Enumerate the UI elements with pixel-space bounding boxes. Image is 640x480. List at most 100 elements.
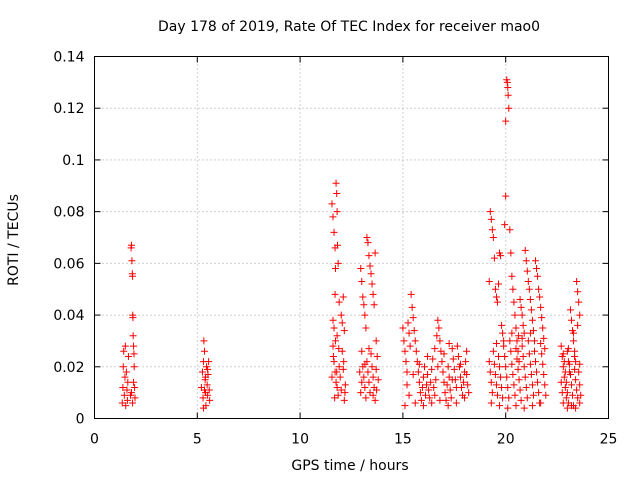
y-axis-label: ROTI / TECUs <box>6 194 22 286</box>
data-point <box>366 262 374 270</box>
y-tick-label: 0.1 <box>62 153 84 169</box>
data-point <box>536 293 544 301</box>
data-point <box>507 249 515 257</box>
y-tick-label: 0.02 <box>53 360 84 376</box>
data-point <box>486 208 494 216</box>
data-point <box>516 296 524 304</box>
x-tick-label: 15 <box>394 432 412 448</box>
data-point <box>526 329 534 337</box>
data-point <box>503 373 511 381</box>
data-point <box>333 332 341 340</box>
data-point <box>572 376 580 384</box>
data-point <box>365 252 373 260</box>
data-point <box>525 350 533 358</box>
data-point <box>358 277 366 285</box>
data-point <box>439 368 447 376</box>
data-point <box>129 272 137 280</box>
data-point <box>415 360 423 368</box>
data-point <box>360 373 368 381</box>
data-point <box>539 324 547 332</box>
data-point <box>119 383 127 391</box>
data-point <box>444 363 452 371</box>
data-point <box>487 215 495 223</box>
data-point <box>124 352 132 360</box>
data-point <box>329 316 337 324</box>
data-point <box>542 391 550 399</box>
data-point <box>561 368 569 376</box>
data-point <box>409 371 417 379</box>
data-point <box>367 350 375 358</box>
data-point <box>370 301 378 309</box>
data-point <box>563 389 571 397</box>
y-tick-label: 0.14 <box>53 50 84 66</box>
data-point <box>492 381 500 389</box>
data-point <box>498 321 506 329</box>
data-point <box>540 334 548 342</box>
data-point <box>365 378 373 386</box>
data-point <box>368 363 376 371</box>
data-point <box>502 192 510 200</box>
data-point <box>203 381 211 389</box>
data-point <box>339 365 347 373</box>
data-point <box>488 226 496 234</box>
data-point <box>505 104 513 112</box>
data-point <box>425 386 433 394</box>
data-point <box>123 396 131 404</box>
data-point <box>410 327 418 335</box>
data-point <box>487 378 495 386</box>
data-point <box>518 334 526 342</box>
x-tick-label: 10 <box>291 432 309 448</box>
data-point <box>513 337 521 345</box>
data-point <box>486 368 494 376</box>
data-point <box>426 394 434 402</box>
data-point <box>563 404 571 412</box>
data-point <box>369 391 377 399</box>
data-point <box>516 386 524 394</box>
data-point <box>357 389 365 397</box>
data-point <box>130 350 138 358</box>
data-point <box>130 378 138 386</box>
data-point <box>496 363 504 371</box>
data-point <box>502 363 510 371</box>
data-point <box>573 277 581 285</box>
data-point <box>576 399 584 407</box>
data-point <box>401 402 409 410</box>
data-point <box>506 226 514 234</box>
data-point <box>356 368 364 376</box>
data-point <box>567 316 575 324</box>
data-point <box>492 340 500 348</box>
data-point <box>511 391 519 399</box>
data-point <box>331 337 339 345</box>
data-point <box>368 280 376 288</box>
data-point <box>401 347 409 355</box>
data-point <box>460 378 468 386</box>
data-point <box>491 285 499 293</box>
data-point <box>518 311 526 319</box>
data-point <box>373 386 381 394</box>
data-point <box>575 368 583 376</box>
data-point <box>532 257 540 265</box>
data-point <box>491 371 499 379</box>
data-point <box>129 332 137 340</box>
data-point <box>514 332 522 340</box>
x-tick-label: 25 <box>600 432 618 448</box>
data-point <box>414 368 422 376</box>
y-tick-label: 0.08 <box>53 205 84 221</box>
data-point <box>334 241 342 249</box>
data-point <box>418 383 426 391</box>
data-point <box>571 365 579 373</box>
data-point <box>416 389 424 397</box>
data-point <box>445 340 453 348</box>
data-point <box>328 373 336 381</box>
data-point <box>520 404 528 412</box>
data-point <box>519 321 527 329</box>
data-point <box>509 285 517 293</box>
data-point <box>524 277 532 285</box>
data-point <box>461 394 469 402</box>
data-point <box>496 402 504 410</box>
data-point <box>537 303 545 311</box>
data-point <box>331 290 339 298</box>
data-point <box>488 389 496 397</box>
y-tick-label: 0.04 <box>53 308 84 324</box>
